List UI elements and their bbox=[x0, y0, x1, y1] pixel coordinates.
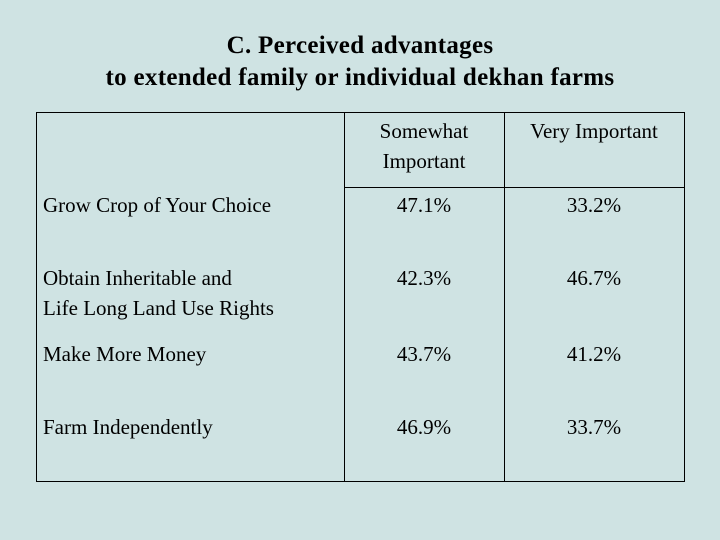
table-divider-vertical-1 bbox=[344, 113, 345, 481]
advantages-table: Somewhat Important Very Important Grow C… bbox=[36, 112, 685, 482]
header-very-important: Very Important bbox=[530, 119, 658, 143]
title-line-1: C. Perceived advantages bbox=[226, 32, 494, 59]
header-somewhat-important: Somewhat Important bbox=[379, 119, 469, 173]
row-label: Grow Crop of Your Choice bbox=[43, 193, 272, 217]
table-divider-vertical-2 bbox=[504, 113, 505, 481]
cell-very: 46.7% bbox=[566, 266, 622, 290]
cell-very: 33.7% bbox=[566, 415, 622, 439]
cell-very: 33.2% bbox=[566, 193, 622, 217]
row-label: Make More Money bbox=[43, 342, 207, 366]
title-line-2: to extended family or individual dekhan … bbox=[105, 64, 615, 91]
cell-somewhat: 47.1% bbox=[396, 193, 452, 217]
row-label: Obtain Inheritable and Life Long Land Us… bbox=[43, 266, 274, 320]
header-divider bbox=[344, 187, 684, 188]
cell-very: 41.2% bbox=[566, 342, 622, 366]
row-label: Farm Independently bbox=[43, 415, 213, 439]
cell-somewhat: 43.7% bbox=[396, 342, 452, 366]
slide-title: C. Perceived advantages to extended fami… bbox=[0, 30, 720, 94]
cell-somewhat: 46.9% bbox=[396, 415, 452, 439]
cell-somewhat: 42.3% bbox=[396, 266, 452, 290]
